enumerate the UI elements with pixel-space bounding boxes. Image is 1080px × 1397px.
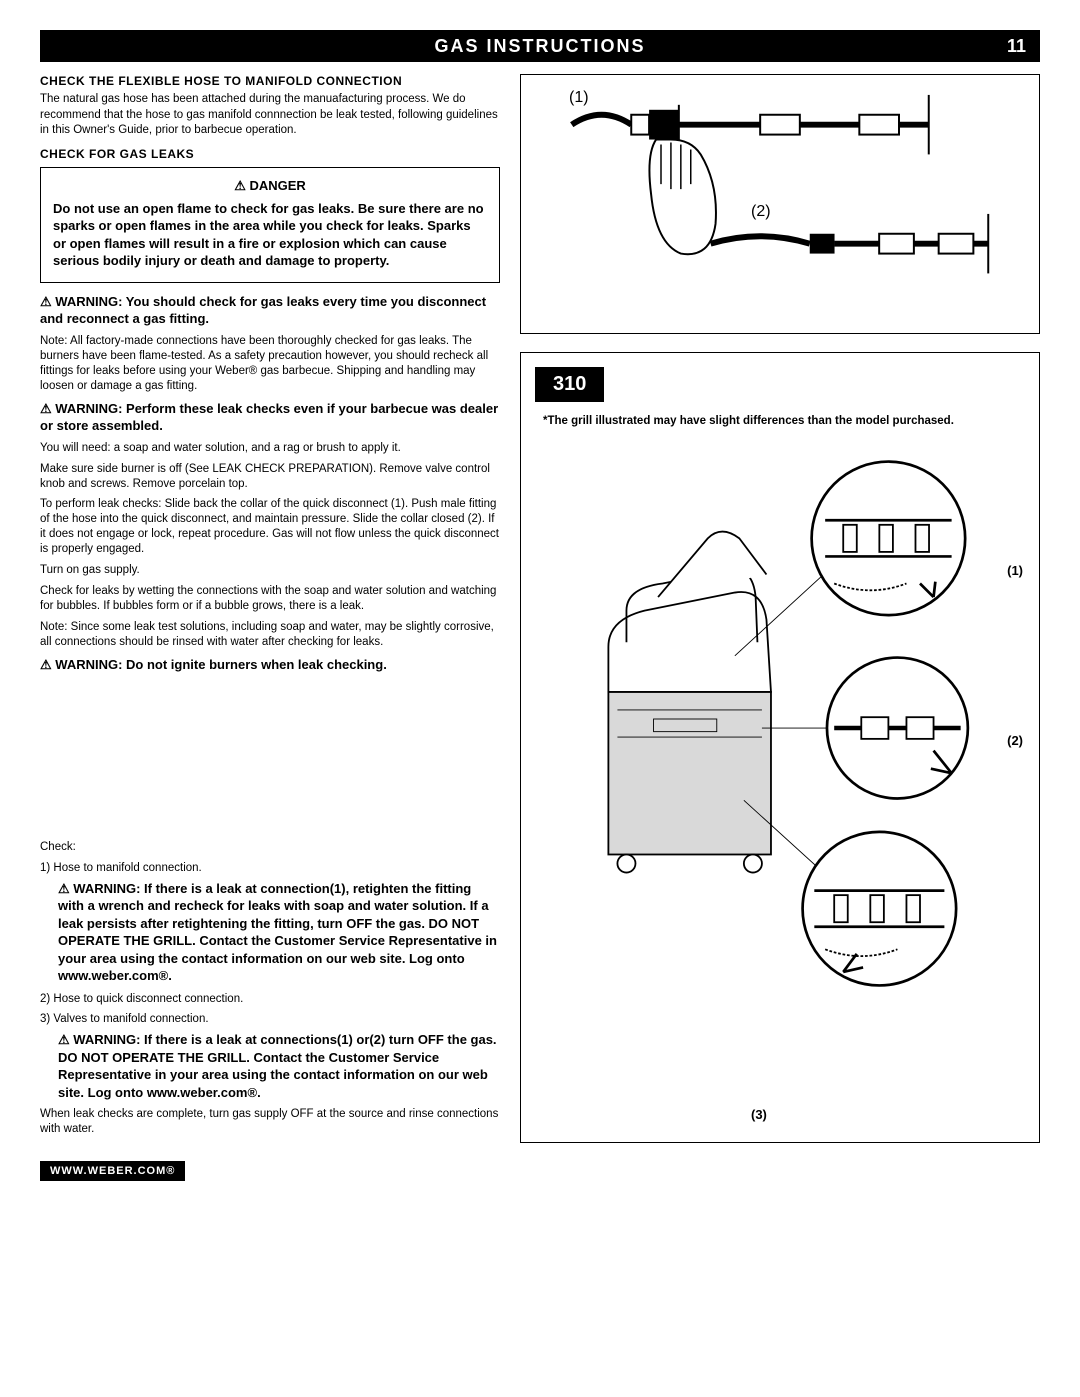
danger-body: Do not use an open flame to check for ga…: [53, 200, 487, 270]
note-2b: Make sure side burner is off (See LEAK C…: [40, 462, 500, 492]
note-2c: To perform leak checks: Slide back the c…: [40, 497, 500, 557]
note-2d: Turn on gas supply.: [40, 563, 500, 578]
footer-url: WWW.WEBER.COM®: [40, 1161, 185, 1181]
warning-2: ⚠ WARNING: Perform these leak checks eve…: [40, 400, 500, 435]
paragraph-intro: The natural gas hose has been attached d…: [40, 92, 500, 139]
note-2a: You will need: a soap and water solution…: [40, 441, 500, 456]
warning-5: ⚠ WARNING: If there is a leak at connect…: [40, 1031, 500, 1101]
check-item-2: 2) Hose to quick disconnect connection.: [40, 991, 500, 1007]
grill-diagram-icon: [535, 439, 1025, 999]
content-area: CHECK THE FLEXIBLE HOSE TO MANIFOLD CONN…: [40, 74, 1040, 1143]
check-item-1: 1) Hose to manifold connection.: [40, 860, 500, 876]
danger-title: ⚠ DANGER: [53, 178, 487, 194]
header-bar: GAS INSTRUCTIONS 11: [40, 30, 1040, 62]
check-label: Check:: [40, 839, 500, 855]
heading-check-leaks: CHECK FOR GAS LEAKS: [40, 147, 500, 161]
spacer: [40, 679, 500, 839]
detail-callout-1: (1): [1007, 563, 1023, 578]
left-column: CHECK THE FLEXIBLE HOSE TO MANIFOLD CONN…: [40, 74, 500, 1143]
model-note: *The grill illustrated may have slight d…: [535, 414, 1025, 429]
figure-callout-1: (1): [569, 89, 589, 107]
note-2f: Note: Since some leak test solutions, in…: [40, 620, 500, 650]
right-column: (1) (2): [520, 74, 1040, 1143]
note-3: When leak checks are complete, turn gas …: [40, 1107, 500, 1137]
danger-box: ⚠ DANGER Do not use an open flame to che…: [40, 167, 500, 283]
detail-callout-2: (2): [1007, 733, 1023, 748]
figure-callout-2: (2): [751, 203, 771, 221]
note-2e: Check for leaks by wetting the connectio…: [40, 584, 500, 614]
model-badge: 310: [535, 367, 604, 402]
check-item-3: 3) Valves to manifold connection.: [40, 1011, 500, 1027]
note-1: Note: All factory-made connections have …: [40, 334, 500, 394]
warning-1: ⚠ WARNING: You should check for gas leak…: [40, 293, 500, 328]
detail-callout-3: (3): [751, 1107, 767, 1122]
figure-hose-connection: (1) (2): [520, 74, 1040, 334]
warning-4: ⚠ WARNING: If there is a leak at connect…: [40, 880, 500, 985]
heading-hose-manifold: CHECK THE FLEXIBLE HOSE TO MANIFOLD CONN…: [40, 74, 500, 88]
hose-diagram-icon: [531, 85, 1029, 323]
page-title: GAS INSTRUCTIONS: [434, 36, 645, 57]
page-number: 11: [1007, 36, 1026, 57]
warning-3: ⚠ WARNING: Do not ignite burners when le…: [40, 656, 500, 674]
figure-grill-details: 310 *The grill illustrated may have slig…: [520, 352, 1040, 1143]
